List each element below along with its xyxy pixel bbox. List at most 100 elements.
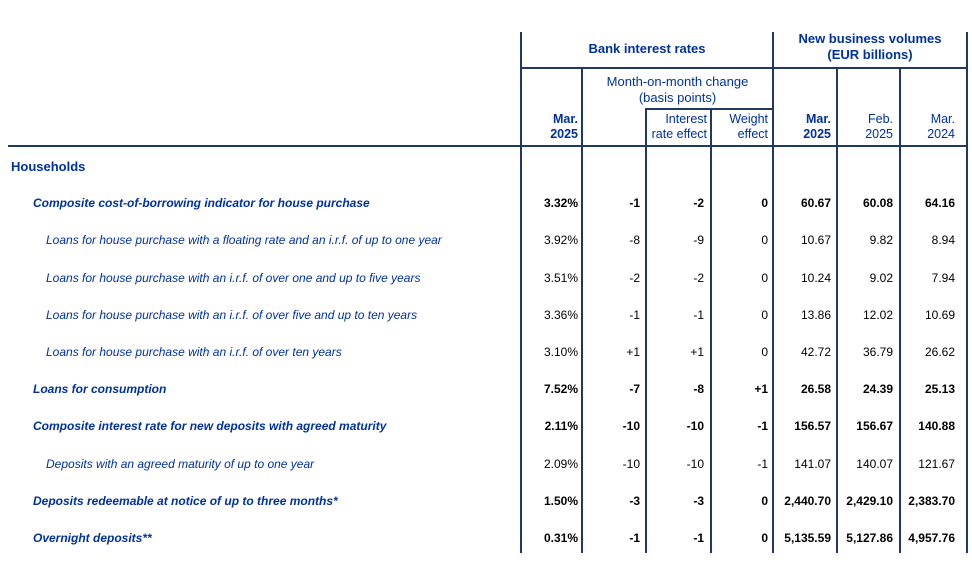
grid-hline-under-mom-header: [645, 108, 774, 110]
weight-effect-value: +1: [754, 382, 768, 396]
weight-effect-value: -1: [757, 457, 768, 471]
grid-vline-vol2-vol3: [899, 68, 901, 553]
volume-mar-2025-value: 5,135.59: [784, 531, 831, 545]
header-new-business-volumes: New business volumes (EUR billions): [773, 31, 967, 63]
header-new-business-volumes-line1: New business volumes: [798, 31, 942, 46]
row-label: Loans for consumption: [33, 382, 167, 396]
table-row: Deposits with an agreed maturity of up t…: [0, 457, 972, 473]
volume-mar-2025-value: 42.72: [800, 345, 831, 359]
volume-mar-2024-value: 121.67: [918, 457, 955, 471]
rate-value: 1.50%: [543, 494, 578, 508]
volume-feb-2025-value: 2,429.10: [846, 494, 893, 508]
grid-vline-ire-we: [710, 109, 712, 553]
row-label: Composite interest rate for new deposits…: [33, 419, 387, 433]
mom-change-value: -2: [629, 271, 640, 285]
volume-mar-2025-value: 60.67: [800, 196, 831, 210]
table-row: Overnight deposits** 0.31% -1 -1 0 5,135…: [0, 531, 972, 547]
interest-rate-effect-value: -10: [686, 419, 704, 433]
grid-vline-right-edge: [966, 32, 968, 553]
weight-effect-value: 0: [761, 271, 768, 285]
grid-hline-header-separator: [8, 145, 968, 147]
table-row: Composite cost-of-borrowing indicator fo…: [0, 196, 972, 212]
mom-change-value: -10: [622, 419, 640, 433]
row-label: Loans for house purchase with an i.r.f. …: [46, 271, 421, 285]
row-label: Loans for house purchase with a floating…: [46, 233, 442, 247]
header-bank-interest-rates: Bank interest rates: [588, 41, 706, 56]
interest-rate-effect-value: -10: [686, 457, 704, 471]
volume-mar-2025-value: 10.24: [800, 271, 831, 285]
column-header-v2-line1: Feb.: [867, 112, 893, 126]
volume-mar-2024-value: 26.62: [924, 345, 955, 359]
row-label: Deposits with an agreed maturity of up t…: [46, 457, 315, 471]
grid-vline-rates-volumes: [772, 32, 774, 553]
interest-rate-effect-value: -3: [693, 494, 704, 508]
row-label: Loans for house purchase with an i.r.f. …: [46, 345, 342, 359]
mom-change-value: -1: [629, 196, 640, 210]
grid-hline-under-group-headers: [520, 67, 968, 69]
weight-effect-value: 0: [761, 233, 768, 247]
weight-effect-value: 0: [761, 196, 768, 210]
column-header-volume-mar-2025: Mar. 2025: [775, 112, 831, 142]
weight-effect-value: 0: [761, 531, 768, 545]
volume-feb-2025-value: 9.82: [869, 233, 893, 247]
grid-vline-rate-mom: [581, 68, 583, 553]
weight-effect-value: 0: [761, 308, 768, 322]
column-header-v1-line1: Mar.: [805, 112, 831, 126]
rate-value: 0.31%: [543, 531, 578, 545]
rate-value: 3.36%: [543, 308, 578, 322]
weight-effect-value: -1: [757, 419, 768, 433]
row-label: Overnight deposits**: [33, 531, 152, 545]
mom-change-value: -7: [629, 382, 640, 396]
interest-rate-effect-value: +1: [690, 345, 704, 359]
volume-mar-2025-value: 2,440.70: [784, 494, 831, 508]
mom-change-value: +1: [626, 345, 640, 359]
column-header-volume-mar-2024: Mar. 2024: [902, 112, 955, 142]
table-row: Deposits redeemable at notice of up to t…: [0, 494, 972, 510]
volume-mar-2025-value: 10.67: [800, 233, 831, 247]
table-row: Loans for house purchase with an i.r.f. …: [0, 345, 972, 361]
volume-feb-2025-value: 24.39: [862, 382, 893, 396]
interest-rate-effect-value: -2: [693, 271, 704, 285]
volume-feb-2025-value: 36.79: [862, 345, 893, 359]
volume-mar-2025-value: 141.07: [794, 457, 831, 471]
volume-mar-2024-value: 140.88: [918, 419, 955, 433]
grid-vline-mom-ire: [645, 109, 647, 553]
rate-value: 3.92%: [543, 233, 578, 247]
header-mom-change-line1: Month-on-month change: [606, 74, 749, 89]
column-header-weight-effect: Weight effect: [711, 112, 768, 142]
volume-mar-2024-value: 2,383.70: [908, 494, 955, 508]
column-header-rate-mar-2025: Mar. 2025: [523, 112, 578, 142]
column-header-ire-line1: Interest: [665, 112, 707, 126]
volume-feb-2025-value: 60.08: [862, 196, 893, 210]
rate-value: 7.52%: [543, 382, 578, 396]
mom-change-value: -1: [629, 308, 640, 322]
mom-change-value: -1: [629, 531, 640, 545]
rate-value: 2.09%: [543, 457, 578, 471]
weight-effect-value: 0: [761, 345, 768, 359]
column-header-we-line1: Weight: [729, 112, 768, 126]
row-label: Loans for house purchase with an i.r.f. …: [46, 308, 418, 322]
section-label: Households: [11, 159, 86, 174]
table-row: Composite interest rate for new deposits…: [0, 419, 972, 435]
mom-change-value: -3: [629, 494, 640, 508]
volume-mar-2024-value: 25.13: [924, 382, 955, 396]
interest-rate-effect-value: -9: [693, 233, 704, 247]
volume-mar-2024-value: 8.94: [931, 233, 955, 247]
column-header-v3-line1: Mar.: [930, 112, 955, 126]
column-header-we-line2: effect: [737, 127, 768, 141]
rate-value: 3.10%: [543, 345, 578, 359]
interest-rate-effect-value: -2: [693, 196, 704, 210]
column-header-v3-line2: 2024: [927, 127, 955, 141]
volume-mar-2025-value: 13.86: [800, 308, 831, 322]
volume-mar-2024-value: 4,957.76: [908, 531, 955, 545]
table-row: Loans for consumption 7.52% -7 -8 +1 26.…: [0, 382, 972, 398]
volume-mar-2025-value: 26.58: [800, 382, 831, 396]
volume-mar-2024-value: 10.69: [924, 308, 955, 322]
grid-vline-vol1-vol2: [836, 68, 838, 553]
volume-feb-2025-value: 140.07: [856, 457, 893, 471]
column-header-rate-line2: 2025: [550, 127, 578, 141]
row-label: Composite cost-of-borrowing indicator fo…: [33, 196, 370, 210]
rate-value: 3.32%: [543, 196, 578, 210]
column-header-interest-rate-effect: Interest rate effect: [646, 112, 707, 142]
